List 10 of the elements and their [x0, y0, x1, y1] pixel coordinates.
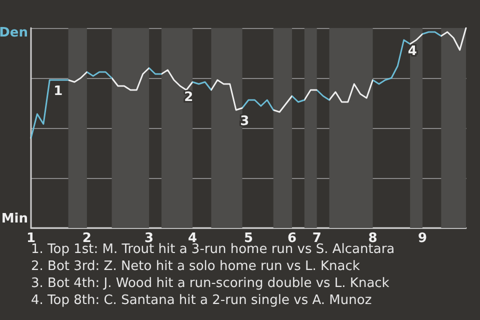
text: 2. Bot 3rd: Z. Neto hit a solo home run vs L. Knack — [31, 259, 360, 274]
text: 4. Top 8th: C. Santana hit a 2-run single vs A. Munoz — [31, 293, 372, 308]
annotation: 4 — [408, 44, 417, 59]
annotation: 1 — [54, 84, 63, 99]
text: Min — [1, 212, 28, 226]
text: Den — [0, 26, 28, 40]
text: 3. Bot 4th: J. Wood hit a run-scoring double vs L. Knack — [31, 276, 390, 291]
annotation: 3 — [240, 114, 250, 129]
annotation: 2 — [184, 90, 194, 105]
x-tick-label: 9 — [418, 231, 428, 246]
